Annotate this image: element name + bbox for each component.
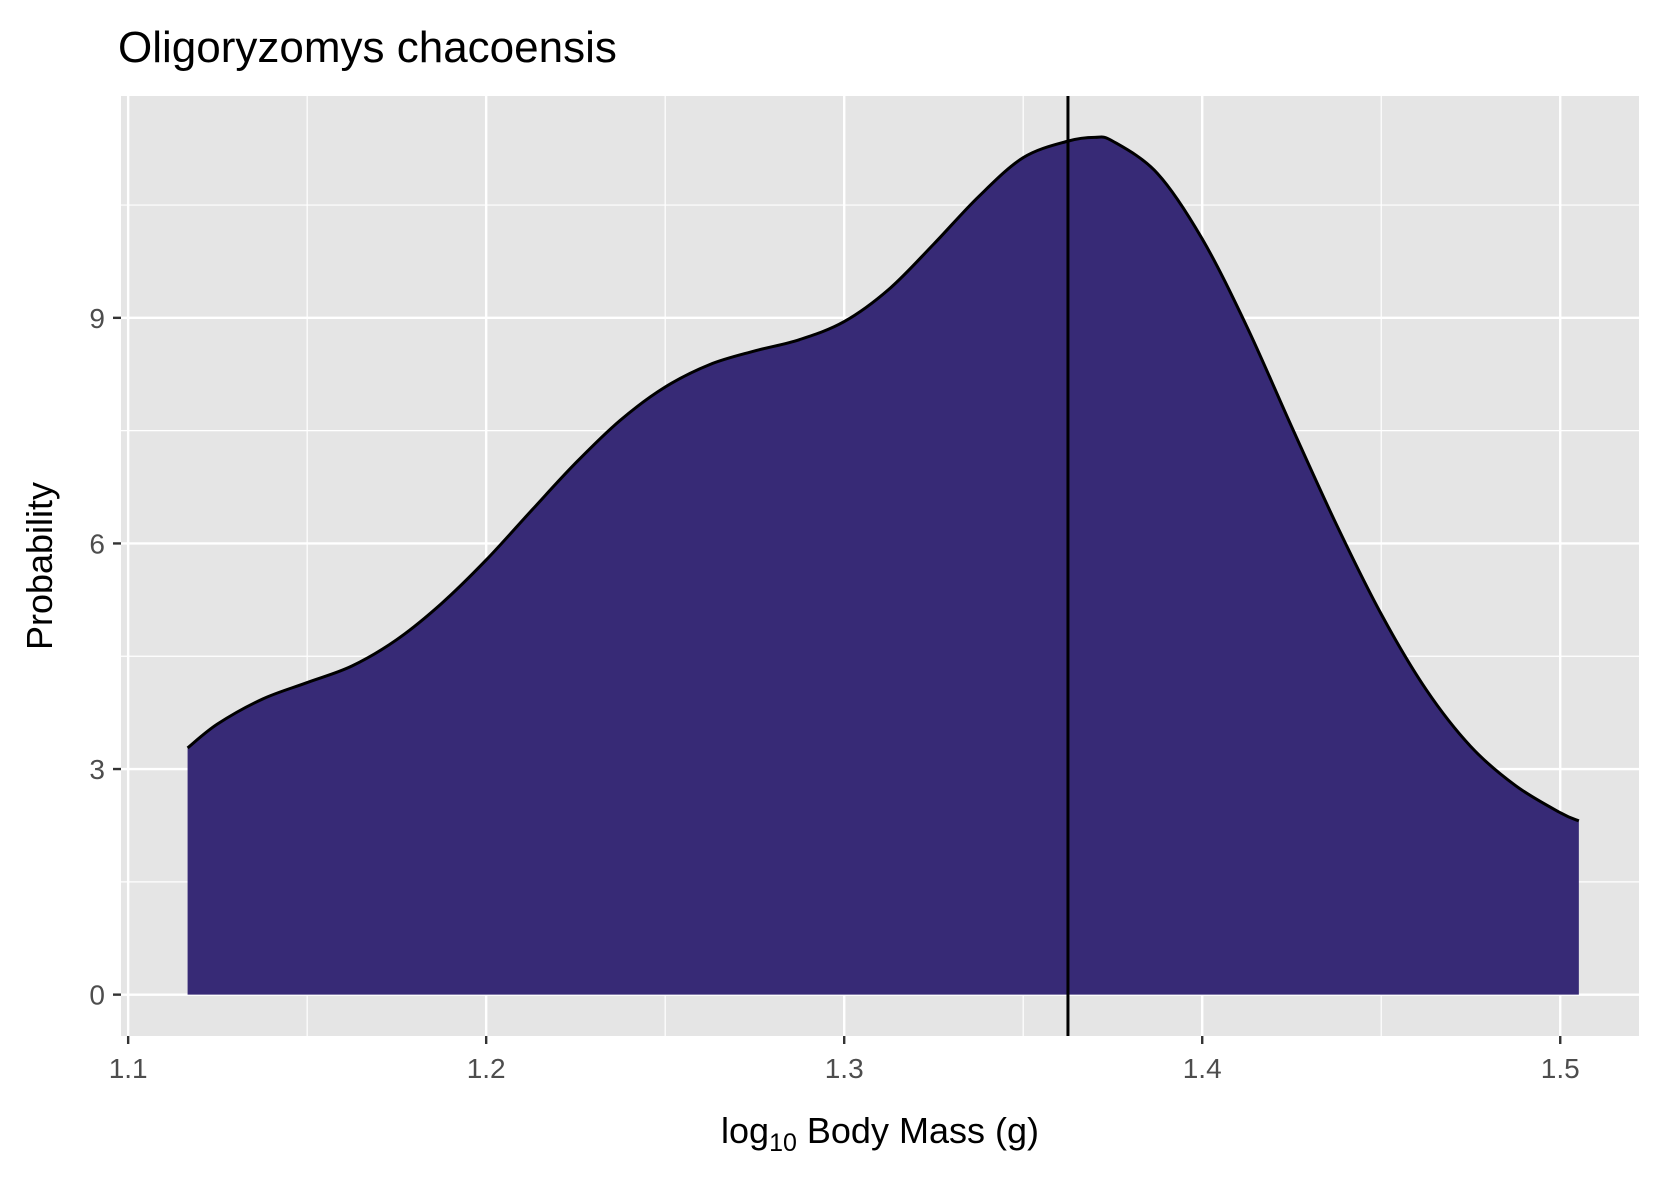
y-tick-label: 3: [89, 754, 105, 785]
x-tick-label: 1.5: [1541, 1053, 1580, 1084]
x-axis: 1.1 1.2 1.3 1.4 1.5: [109, 1036, 1580, 1084]
chart-title: Oligoryzomys chacoensis: [118, 23, 617, 72]
density-outline: [186, 135, 1580, 823]
x-tick-label: 1.1: [109, 1053, 148, 1084]
y-axis: 0 3 6 9: [89, 303, 121, 1011]
x-axis-title-prefix: log: [721, 1110, 769, 1151]
x-tick-label: 1.4: [1183, 1053, 1222, 1084]
x-axis-title-subscript: 10: [769, 1129, 797, 1157]
x-axis-title: log10 Body Mass (g): [721, 1110, 1039, 1157]
x-tick-label: 1.3: [825, 1053, 864, 1084]
density-area: [187, 136, 1579, 995]
y-axis-title: Probability: [19, 482, 60, 650]
y-tick-label: 0: [89, 980, 105, 1011]
y-tick-label: 9: [89, 303, 105, 334]
x-axis-title-suffix: Body Mass (g): [797, 1110, 1039, 1151]
y-tick-label: 6: [89, 528, 105, 559]
x-tick-label: 1.2: [467, 1053, 506, 1084]
